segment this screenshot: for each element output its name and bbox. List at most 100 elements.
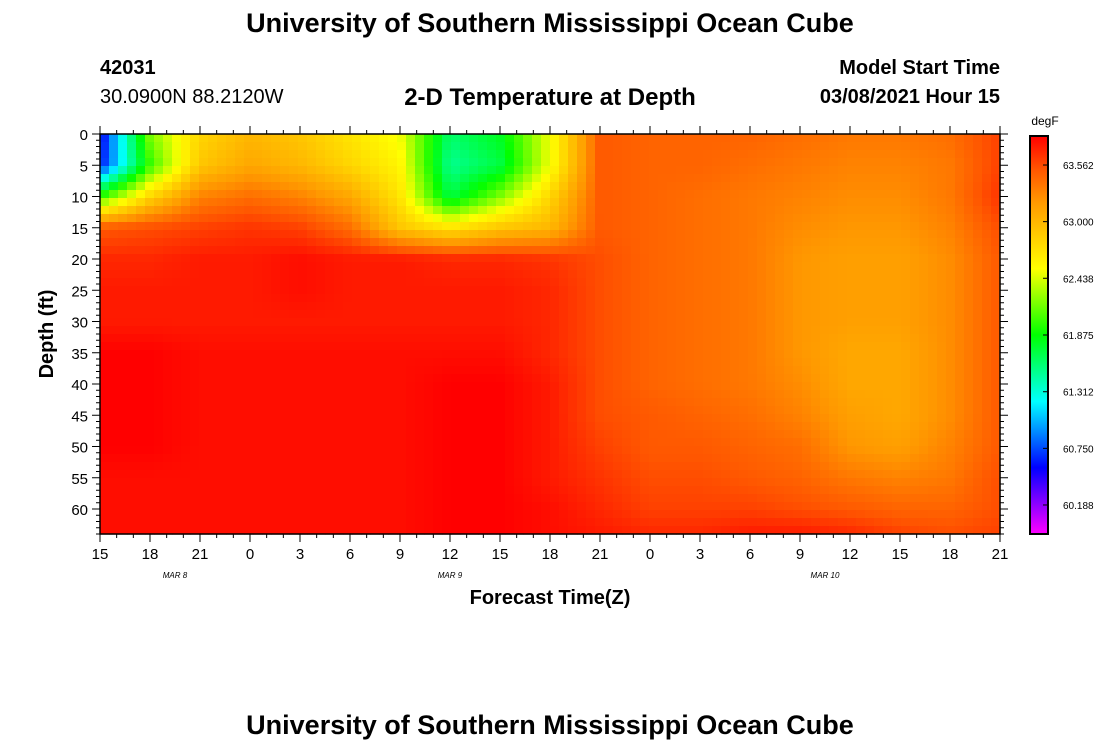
heatmap-cell (838, 294, 848, 303)
heatmap-cell (379, 222, 389, 231)
heatmap-cell (586, 430, 596, 439)
heatmap-cell (163, 310, 173, 319)
heatmap-cell (361, 398, 371, 407)
heatmap-cell (613, 174, 623, 183)
heatmap-cell (532, 430, 542, 439)
heatmap-cell (685, 270, 695, 279)
heatmap-cell (658, 270, 668, 279)
heatmap-cell (559, 486, 569, 495)
heatmap-cell (775, 358, 785, 367)
heatmap-cell (955, 278, 965, 287)
heatmap-cell (334, 358, 344, 367)
heatmap-cell (370, 406, 380, 415)
heatmap-cell (460, 318, 470, 327)
heatmap-cell (532, 470, 542, 479)
heatmap-cell (640, 470, 650, 479)
heatmap-cell (235, 334, 245, 343)
heatmap-cell (559, 366, 569, 375)
heatmap-cell (316, 430, 326, 439)
heatmap-cell (910, 430, 920, 439)
heatmap-cell (559, 278, 569, 287)
heatmap-cell (271, 374, 281, 383)
heatmap-cell (973, 518, 983, 527)
heatmap-cell (442, 190, 452, 199)
heatmap-cell (649, 398, 659, 407)
heatmap-cell (838, 326, 848, 335)
heatmap-cell (586, 294, 596, 303)
heatmap-cell (577, 286, 587, 295)
heatmap-cell (613, 142, 623, 151)
heatmap-cell (937, 198, 947, 207)
heatmap-cell (748, 366, 758, 375)
heatmap-cell (541, 438, 551, 447)
heatmap-cell (469, 438, 479, 447)
heatmap-cell (244, 366, 254, 375)
heatmap-cell (991, 190, 1001, 199)
heatmap-cell (955, 182, 965, 191)
heatmap-cell (856, 158, 866, 167)
heatmap-cell (973, 206, 983, 215)
heatmap-cell (856, 430, 866, 439)
heatmap-cell (631, 430, 641, 439)
heatmap-cell (721, 390, 731, 399)
heatmap-cell (703, 310, 713, 319)
heatmap-cell (721, 150, 731, 159)
heatmap-cell (145, 318, 155, 327)
heatmap-cell (685, 510, 695, 519)
heatmap-cell (514, 422, 524, 431)
heatmap-cell (208, 134, 218, 143)
heatmap-cell (892, 302, 902, 311)
heatmap-cell (370, 206, 380, 215)
heatmap-cell (910, 382, 920, 391)
heatmap-cell (523, 414, 533, 423)
heatmap-cell (784, 438, 794, 447)
heatmap-cell (181, 422, 191, 431)
heatmap-cell (244, 406, 254, 415)
heatmap-cell (379, 342, 389, 351)
heatmap-cell (262, 358, 272, 367)
heatmap-cell (172, 222, 182, 231)
heatmap-cell (163, 174, 173, 183)
heatmap-cell (613, 350, 623, 359)
heatmap-cell (694, 206, 704, 215)
heatmap-cell (892, 526, 902, 535)
heatmap-cell (496, 382, 506, 391)
heatmap-cell (289, 430, 299, 439)
heatmap-cell (487, 374, 497, 383)
heatmap-cell (442, 358, 452, 367)
heatmap-cell (253, 158, 263, 167)
heatmap-cell (838, 134, 848, 143)
heatmap-cell (325, 374, 335, 383)
heatmap-cell (379, 246, 389, 255)
heatmap-cell (784, 342, 794, 351)
heatmap-cell (793, 206, 803, 215)
heatmap-cell (604, 414, 614, 423)
heatmap-cell (730, 294, 740, 303)
heatmap-cell (136, 214, 146, 223)
heatmap-cell (361, 270, 371, 279)
heatmap-cell (451, 390, 461, 399)
heatmap-cell (541, 230, 551, 239)
heatmap-cell (811, 406, 821, 415)
heatmap-cell (586, 278, 596, 287)
heatmap-cell (478, 462, 488, 471)
heatmap-cell (379, 430, 389, 439)
heatmap-cell (352, 294, 362, 303)
heatmap-cell (892, 134, 902, 143)
heatmap-cell (766, 294, 776, 303)
heatmap-cell (325, 334, 335, 343)
heatmap-cell (676, 422, 686, 431)
heatmap-cell (622, 206, 632, 215)
heatmap-cell (406, 350, 416, 359)
heatmap-cell (316, 350, 326, 359)
heatmap-cell (910, 254, 920, 263)
heatmap-cell (847, 286, 857, 295)
heatmap-cell (928, 478, 938, 487)
heatmap-cell (631, 502, 641, 511)
heatmap-cell (712, 214, 722, 223)
heatmap-cell (253, 382, 263, 391)
heatmap-cell (856, 326, 866, 335)
heatmap-cell (604, 382, 614, 391)
heatmap-cell (199, 350, 209, 359)
heatmap-cell (487, 190, 497, 199)
